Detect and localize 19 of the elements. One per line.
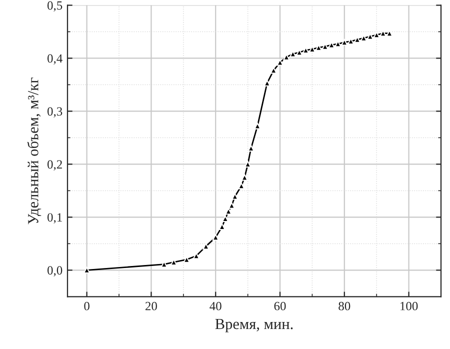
x-tick-label: 60 <box>274 302 286 310</box>
y-tick-label: 0,4 <box>47 54 62 64</box>
y-tick-label: 0,3 <box>47 107 62 118</box>
y-tick-label: 0,5 <box>47 1 62 12</box>
point <box>264 80 270 86</box>
point <box>380 30 386 37</box>
y-axis-title: Удельный объем, м³/кг <box>27 78 42 224</box>
point <box>373 32 380 38</box>
x-axis-title: Время, мин. <box>215 319 293 332</box>
x-tick-label: 20 <box>146 302 157 310</box>
point <box>84 266 90 274</box>
y-tick-label: 0,2 <box>47 160 62 170</box>
y-tick-label: 0,1 <box>47 213 62 224</box>
point <box>341 39 348 46</box>
x-tick-label: 80 <box>338 302 350 310</box>
y-tick-label: 0,0 <box>47 266 62 276</box>
x-tick-label: 100 <box>400 302 418 310</box>
x-tick-label: 40 <box>210 302 222 310</box>
x-tick-label: 0 <box>84 302 90 310</box>
